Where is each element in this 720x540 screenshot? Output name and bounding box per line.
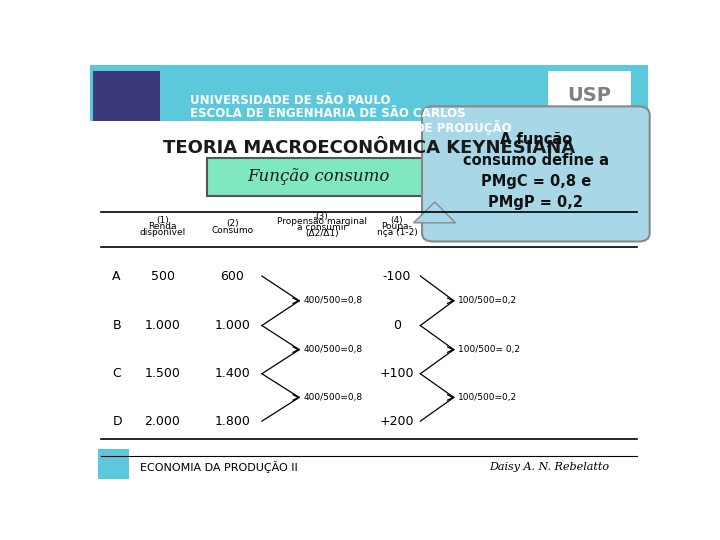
Text: -100: -100 [383,269,411,282]
Text: 1.500: 1.500 [145,367,181,380]
Text: Propensão marginal: Propensão marginal [276,218,366,226]
Text: (3): (3) [315,212,328,221]
Text: Poupa-: Poupa- [382,222,413,232]
Text: ECONOMIA DA PRODUÇÃO II: ECONOMIA DA PRODUÇÃO II [140,461,298,473]
Text: DEPARTAMENTO DE ENGENHARIA DE PRODUÇÃO: DEPARTAMENTO DE ENGENHARIA DE PRODUÇÃO [190,120,512,135]
Text: D: D [112,415,122,428]
Text: A: A [112,269,121,282]
FancyBboxPatch shape [207,158,431,196]
Text: TEORIA MACROECONÔMICA KEYNESIANA: TEORIA MACROECONÔMICA KEYNESIANA [163,139,575,157]
Text: UNIVERSIDADE DE SÃO PAULO: UNIVERSIDADE DE SÃO PAULO [190,93,391,106]
Text: (2): (2) [226,219,238,228]
Text: a consumir: a consumir [297,224,346,232]
Text: Função consumo: Função consumo [248,168,390,185]
FancyBboxPatch shape [422,106,649,241]
Text: A função
consumo define a
PMgC = 0,8 e
PMgP = 0,2: A função consumo define a PMgC = 0,8 e P… [463,132,609,210]
Text: +100: +100 [379,367,414,380]
Text: 100/500=0,2: 100/500=0,2 [459,393,518,402]
Text: B: B [112,319,121,332]
Text: 2.000: 2.000 [145,415,181,428]
Text: 100/500= 0,2: 100/500= 0,2 [459,345,521,354]
Text: nça (1-2): nça (1-2) [377,228,418,237]
Text: +200: +200 [379,415,414,428]
Text: 100/500=0,2: 100/500=0,2 [459,296,518,305]
Text: C: C [112,367,121,380]
Text: (4): (4) [390,216,403,225]
Text: USP: USP [567,86,611,105]
Text: 600: 600 [220,269,244,282]
Text: ESCOLA DE ENGENHARIA DE SÃO CARLOS: ESCOLA DE ENGENHARIA DE SÃO CARLOS [190,107,466,120]
FancyBboxPatch shape [93,71,160,121]
Text: 400/500=0,8: 400/500=0,8 [304,345,363,354]
Text: 400/500=0,8: 400/500=0,8 [304,296,363,305]
Text: 500: 500 [150,269,174,282]
Text: disponível: disponível [140,228,186,237]
Text: 0: 0 [393,319,401,332]
Text: 1.000: 1.000 [215,319,251,332]
FancyBboxPatch shape [99,449,129,478]
FancyBboxPatch shape [547,71,631,121]
Text: 1.800: 1.800 [215,415,251,428]
Text: 1.000: 1.000 [145,319,181,332]
Text: Consumo: Consumo [211,226,253,235]
Text: Renda: Renda [148,222,177,232]
Polygon shape [413,202,456,223]
Text: 1.400: 1.400 [215,367,250,380]
Text: (1): (1) [156,216,169,225]
Text: 400/500=0,8: 400/500=0,8 [304,393,363,402]
FancyBboxPatch shape [90,65,648,121]
Text: (Δ2/Δ1): (Δ2/Δ1) [305,229,338,238]
Text: Daisy A. N. Rebelatto: Daisy A. N. Rebelatto [489,462,609,472]
